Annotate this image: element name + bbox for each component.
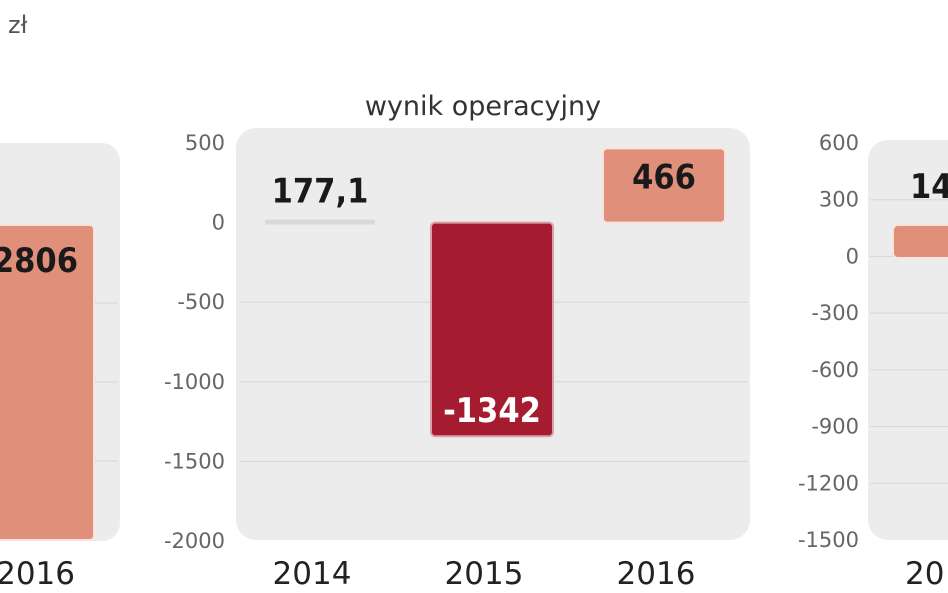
bar-2016 [602, 147, 726, 224]
y-tick-label: -500 [177, 290, 225, 314]
bar-partial [892, 224, 948, 259]
x-tick-label: 2016 [617, 556, 696, 592]
y-tick-label: 500 [185, 131, 225, 155]
chart-title: wynik operacyjny [365, 91, 601, 122]
middle-chart: 500 0 -500 -1000 -1500 -2000 177,1 2014 -1342 201… [164, 128, 750, 592]
left-chart: 2806 2016 [0, 143, 120, 592]
right-chart: 600 300 0 -300 -600 -900 -1200 -1500 14 20 [798, 131, 948, 592]
y-tick-label: 300 [819, 188, 859, 212]
y-tick-label: 0 [212, 211, 225, 235]
y-tick-label: -1500 [798, 528, 859, 552]
data-label: -1342 [443, 391, 541, 431]
bar-2014 [265, 219, 375, 225]
y-tick-label: -1200 [798, 471, 859, 495]
y-tick-label: -1000 [164, 370, 225, 394]
y-tick-label: -900 [811, 415, 859, 439]
x-tick-label: 2016 [0, 556, 75, 592]
y-tick-label: -1500 [164, 449, 225, 473]
x-tick-label: 2014 [273, 556, 352, 592]
unit-label: zł [8, 11, 28, 39]
x-tick-label: 2015 [445, 556, 524, 592]
bar-2016 [0, 224, 95, 541]
data-label: 177,1 [272, 172, 369, 212]
data-label: 2806 [0, 241, 78, 281]
y-tick-label: 600 [819, 131, 859, 155]
y-tick-label: -300 [811, 301, 859, 325]
data-label: 466 [632, 157, 696, 197]
y-tick-label: -2000 [164, 529, 225, 553]
data-label: 14 [910, 167, 948, 207]
x-tick-label: 20 [905, 556, 944, 592]
y-tick-label: 0 [846, 244, 859, 268]
y-tick-label: -600 [811, 358, 859, 382]
bar-2015 [430, 221, 554, 438]
